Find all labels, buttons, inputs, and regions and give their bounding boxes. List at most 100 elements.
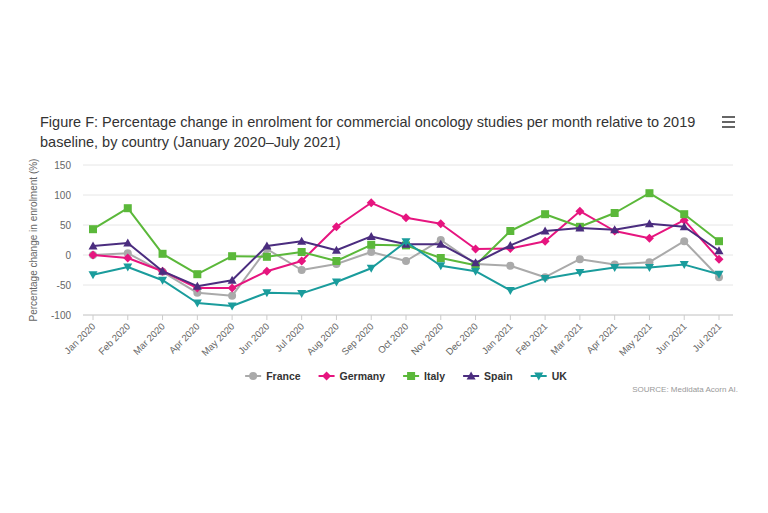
point	[193, 282, 202, 290]
point	[680, 261, 689, 269]
title: Figure F: Percentage change in enrolment…	[40, 112, 700, 152]
point	[437, 254, 445, 262]
grid-line	[83, 285, 733, 286]
x-tick-label: May 2020	[199, 321, 236, 358]
point	[124, 204, 132, 212]
x-tick-label: Jul 2020	[273, 321, 306, 354]
point	[645, 264, 654, 272]
point	[576, 255, 584, 263]
x-tick-label: Nov 2020	[409, 321, 446, 358]
x-tick	[545, 315, 546, 320]
point	[436, 262, 445, 270]
point	[367, 241, 375, 249]
x-tick-label: Jan 2020	[62, 321, 97, 356]
point	[297, 237, 306, 245]
point	[367, 265, 376, 273]
legend-marker	[249, 372, 257, 380]
x-tick-label: Jun 2020	[236, 321, 271, 356]
y-tick-label: 100	[54, 190, 71, 201]
point	[123, 254, 132, 263]
point	[575, 269, 584, 277]
legend-item: UK	[531, 370, 568, 382]
x-tick-label: Apr 2020	[167, 321, 202, 356]
point	[228, 252, 236, 260]
legend-marker	[407, 372, 415, 380]
point	[541, 227, 550, 235]
point	[680, 210, 688, 218]
point	[715, 246, 724, 254]
point	[610, 264, 619, 272]
x-tick	[475, 315, 476, 320]
x-tick	[93, 315, 94, 320]
point	[89, 271, 98, 279]
x-axis-line	[83, 315, 733, 316]
point	[159, 250, 167, 258]
point	[645, 234, 654, 243]
x-tick-label: May 2021	[617, 321, 654, 358]
point	[332, 222, 341, 231]
x-tick	[266, 315, 267, 320]
point	[89, 225, 97, 233]
series-line	[93, 203, 719, 288]
x-tick	[127, 315, 128, 320]
x-tick-label: Jul 2021	[690, 321, 723, 354]
point	[228, 292, 236, 300]
y-tick-label: 50	[60, 220, 72, 231]
point	[611, 209, 619, 217]
point	[402, 213, 411, 222]
point	[715, 237, 723, 245]
point	[541, 210, 549, 218]
x-tick-label: Sep 2020	[339, 321, 376, 358]
x-tick-label: Dec 2020	[443, 321, 480, 358]
legend-marker	[534, 373, 543, 381]
point	[471, 245, 480, 254]
x-tick	[371, 315, 372, 320]
point	[193, 300, 202, 308]
grid-line	[83, 315, 733, 316]
x-tick-label: Feb 2020	[96, 321, 132, 357]
x-tick	[684, 315, 685, 320]
point	[436, 219, 445, 228]
point	[298, 248, 306, 256]
x-tick	[614, 315, 615, 320]
x-tick-label: Aug 2020	[304, 321, 341, 358]
point	[332, 246, 341, 254]
x-tick	[232, 315, 233, 320]
x-tick	[197, 315, 198, 320]
plot-area	[89, 189, 724, 310]
point	[402, 238, 411, 246]
point	[89, 242, 98, 250]
point	[471, 268, 480, 276]
legend-label: Germany	[340, 370, 386, 382]
point	[262, 289, 271, 297]
point	[506, 262, 514, 270]
point	[402, 257, 410, 265]
x-tick	[301, 315, 302, 320]
legend-item: France	[245, 370, 301, 382]
series-line	[93, 242, 719, 306]
x-tick-label: Apr 2021	[584, 321, 619, 356]
point	[228, 284, 237, 293]
legend-label: France	[266, 370, 301, 382]
point	[645, 189, 653, 197]
point	[263, 253, 271, 261]
point	[158, 267, 167, 275]
legend-marker	[322, 372, 331, 381]
source: SOURCE: Medidata Acorn AI.	[632, 385, 738, 394]
point	[715, 255, 724, 264]
x-tick-label: Mar 2020	[131, 321, 167, 357]
x-tick	[579, 315, 580, 320]
legend-label: Spain	[484, 370, 513, 382]
y-tick-label: -50	[57, 280, 72, 291]
menu-icon[interactable]	[722, 116, 735, 131]
point	[262, 267, 271, 276]
grid-line	[83, 255, 733, 256]
point	[715, 271, 724, 279]
legend-label: Italy	[424, 370, 445, 382]
grid-line	[83, 165, 733, 166]
x-tick	[510, 315, 511, 320]
y-tick-label: -100	[51, 310, 71, 321]
point	[506, 227, 514, 235]
point	[297, 290, 306, 298]
legend-item: Spain	[463, 370, 513, 382]
